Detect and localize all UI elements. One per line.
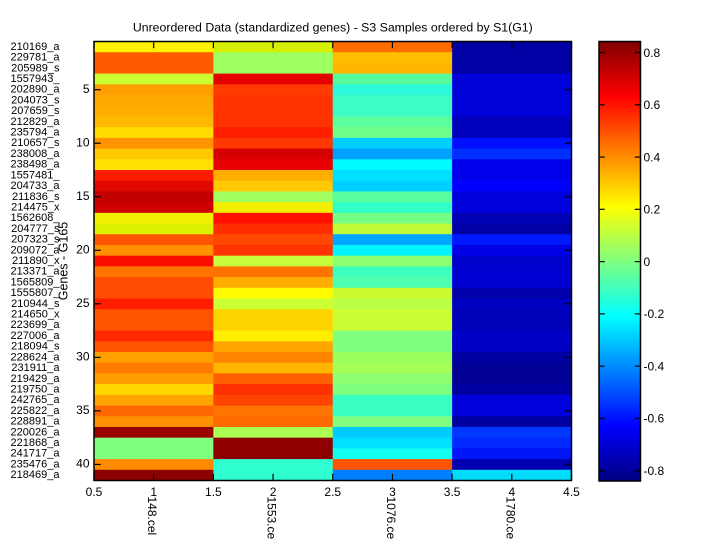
svg-text:0.5: 0.5	[86, 485, 103, 499]
svg-text:1557943_: 1557943_	[11, 73, 61, 85]
svg-text:211890_x: 211890_x	[12, 255, 60, 267]
svg-text:220026_a: 220026_a	[11, 426, 61, 438]
svg-text:205989_s: 205989_s	[11, 62, 60, 74]
svg-text:5: 5	[83, 82, 90, 96]
svg-text:209072_a: 209072_a	[11, 244, 61, 256]
svg-text:202890_a: 202890_a	[11, 84, 61, 96]
svg-text:223699_a: 223699_a	[11, 319, 61, 331]
svg-text:1555807_: 1555807_	[11, 287, 61, 299]
svg-text:221868_a: 221868_a	[11, 437, 61, 449]
svg-text:1.5: 1.5	[205, 485, 222, 499]
svg-text:0: 0	[644, 255, 651, 269]
svg-text:207659_s: 207659_s	[11, 105, 60, 117]
svg-text:15: 15	[76, 189, 90, 203]
svg-text:4: 4	[508, 485, 515, 499]
svg-text:4.5: 4.5	[563, 485, 580, 499]
svg-text:227006_a: 227006_a	[11, 330, 61, 342]
svg-text:3.5: 3.5	[444, 485, 461, 499]
svg-text:0.6: 0.6	[644, 98, 661, 112]
svg-text:213371_a: 213371_a	[11, 266, 61, 278]
svg-text:Unreordered Data (standardized: Unreordered Data (standardized genes) - …	[133, 20, 533, 34]
svg-text:210944_s: 210944_s	[11, 298, 60, 310]
svg-text:225822_a: 225822_a	[11, 405, 61, 417]
svg-text:Genes - G165: Genes - G165	[56, 222, 70, 301]
svg-text:25: 25	[76, 296, 90, 310]
svg-text:229781_a: 229781_a	[11, 52, 61, 64]
svg-text:20: 20	[76, 242, 90, 256]
svg-text:228624_a: 228624_a	[11, 351, 61, 363]
svg-text:1557481_: 1557481_	[11, 169, 61, 181]
svg-text:235476_a: 235476_a	[11, 458, 61, 470]
svg-text:238498_a: 238498_a	[11, 159, 61, 171]
svg-text:210169_a: 210169_a	[11, 41, 61, 53]
svg-text:1780.cel: 1780.cel	[503, 497, 517, 540]
svg-text:219429_a: 219429_a	[11, 373, 61, 385]
svg-text:204733_a: 204733_a	[11, 180, 61, 192]
svg-text:1: 1	[150, 485, 157, 499]
svg-text:-0.4: -0.4	[644, 359, 665, 373]
svg-text:238008_a: 238008_a	[11, 148, 61, 160]
svg-text:212829_a: 212829_a	[11, 116, 61, 128]
svg-text:-0.6: -0.6	[644, 412, 665, 426]
svg-text:40: 40	[76, 457, 90, 471]
svg-text:3: 3	[389, 485, 396, 499]
svg-text:1553.cel: 1553.cel	[265, 497, 279, 540]
svg-text:214650_x: 214650_x	[11, 309, 60, 321]
svg-text:-0.2: -0.2	[644, 307, 665, 321]
svg-text:218469_a: 218469_a	[11, 469, 61, 481]
svg-text:228891_a: 228891_a	[11, 416, 61, 428]
svg-text:204777_s: 204777_s	[11, 223, 60, 235]
svg-text:148.cel: 148.cel	[145, 497, 159, 536]
svg-text:0.8: 0.8	[644, 46, 661, 60]
svg-text:2.5: 2.5	[324, 485, 341, 499]
svg-text:35: 35	[76, 403, 90, 417]
svg-text:2: 2	[270, 485, 277, 499]
svg-text:219750_a: 219750_a	[11, 383, 61, 395]
svg-text:0.4: 0.4	[644, 150, 661, 164]
svg-text:210657_s: 210657_s	[11, 137, 60, 149]
svg-text:235794_a: 235794_a	[11, 127, 61, 139]
svg-text:211836_s: 211836_s	[12, 191, 60, 203]
svg-text:10: 10	[76, 135, 90, 149]
svg-text:242765_a: 242765_a	[11, 394, 61, 406]
svg-text:0.2: 0.2	[644, 203, 661, 217]
svg-text:30: 30	[76, 349, 90, 363]
svg-text:204073_s: 204073_s	[11, 94, 60, 106]
svg-text:1076.cel: 1076.cel	[384, 497, 398, 540]
svg-text:218094_s: 218094_s	[11, 341, 60, 353]
svg-text:1562608_: 1562608_	[11, 212, 61, 224]
svg-text:214475_x: 214475_x	[11, 201, 60, 213]
svg-text:1565809_: 1565809_	[11, 276, 61, 288]
svg-text:241717_a: 241717_a	[11, 448, 61, 460]
svg-text:-0.8: -0.8	[644, 464, 665, 478]
svg-text:207323_s: 207323_s	[11, 234, 60, 246]
svg-text:231911_a: 231911_a	[11, 362, 60, 374]
